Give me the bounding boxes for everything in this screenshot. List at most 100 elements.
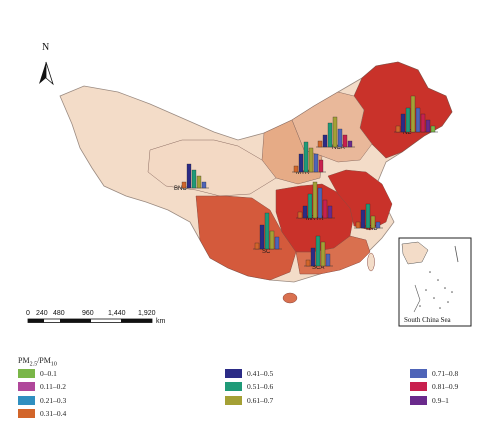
histogram-bar [318,159,324,173]
histogram-bar [317,187,323,219]
legend-label: 0.9–1 [432,396,449,405]
legend-label: 0.71–0.8 [432,369,459,378]
legend-item: 0–0.1 [18,369,57,378]
legend-item: 0.11–0.2 [18,382,66,391]
legend-label: 0–0.1 [40,369,57,378]
histogram-bar [310,247,316,267]
histogram-bar [181,181,187,189]
histogram-bar [315,235,321,267]
legend-swatch [410,382,427,391]
scale-tick: 0 [26,310,30,317]
legend-title-slash: /PM [37,356,51,365]
histogram-bar [325,253,331,267]
legend-swatch [18,409,35,418]
north-arrow: N [39,42,54,86]
histogram-bar [259,224,265,250]
region-label-nca: NCA [332,145,345,151]
region-label-ne: NE [403,130,411,136]
histogram-bar [425,119,431,133]
region-histograms [180,95,438,267]
histogram-bar [297,211,303,219]
legend-item: 0.71–0.8 [410,369,458,378]
hainan-island [282,292,298,304]
histogram-bar [322,199,328,219]
legend-label: 0.31–0.4 [40,409,67,418]
histogram-bar [313,153,319,173]
legend-swatch [225,382,242,391]
histogram-bar [264,212,270,250]
legend-item: 0.21–0.3 [18,396,66,405]
histogram-bar [293,165,299,173]
south-china-sea-inset: South China Sea [398,237,472,327]
histogram-bar [196,175,202,189]
legend-item: 0.41–0.5 [225,369,273,378]
legend-item: 0.81–0.9 [410,382,458,391]
histogram-bar [332,116,338,148]
legend-label: 0.41–0.5 [247,369,274,378]
region-label-mryr: MRYR [306,216,324,222]
scale-tick: 240 [36,310,48,317]
legend-swatch [410,369,427,378]
scale-tick: 960 [82,310,94,317]
legend-title: PM2.5/PM10 [18,356,57,368]
histogram-bar [395,125,401,133]
histogram-bar [370,215,376,229]
histogram-bar [274,236,280,250]
legend-swatch [225,396,242,405]
histogram-bar [355,221,361,229]
histogram-bar [201,181,207,189]
histogram-bar [405,107,411,133]
histogram-bar [365,203,371,229]
histogram-bar [347,140,353,148]
scale-unit: km [156,318,166,325]
region-label-sc: SC [262,249,271,255]
region-label-yrd: YRD [365,226,378,232]
legend-title-sub1: 2.5 [29,361,38,368]
histogram-bar [269,230,275,250]
region-label-sca: SCA [312,265,324,271]
histogram-bar [307,193,313,219]
region-sc [195,195,297,281]
legend-swatch [18,396,35,405]
legend-item: 0.9–1 [410,396,449,405]
histogram-bar [375,221,381,229]
legend-label: 0.61–0.7 [247,396,274,405]
histogram-bar [305,259,311,267]
histogram-bar [410,95,416,133]
legend-swatch [225,369,242,378]
histogram-bar [312,181,318,219]
histogram-bar [327,122,333,148]
scale-bar: 0 240 480 960 1,440 1,920 km [26,310,166,325]
legend-item: 0.51–0.6 [225,382,273,391]
histogram-bar [308,147,314,173]
taiwan-island [367,252,375,272]
histogram-bar [302,205,308,219]
legend-swatch [18,382,35,391]
legend-label: 0.51–0.6 [247,382,274,391]
region-yrd [327,169,393,231]
legend-label: 0.81–0.9 [432,382,459,391]
histogram-bar [360,209,366,229]
legend-title-main: PM [18,356,30,365]
scale-tick: 1,440 [108,310,126,317]
inset-label: South China Sea [404,316,452,324]
histogram-bar [430,125,436,133]
histogram-bar [317,140,323,148]
histogram-bar [420,113,426,133]
histogram-bar [400,113,406,133]
region-bnc [147,139,277,197]
region-label-myr: MYR [296,170,310,176]
north-label: N [42,42,49,53]
legend-label: 0.21–0.3 [40,396,67,405]
histogram-bar [298,153,304,173]
histogram-bar [337,128,343,148]
histogram-bar [415,107,421,133]
histogram-bar [327,205,333,219]
histogram-bar [303,141,309,173]
legend-swatch [410,396,427,405]
histogram-bar [186,163,192,189]
legend-swatch [18,369,35,378]
legend-item: 0.31–0.4 [18,409,66,418]
histogram-bar [320,241,326,267]
